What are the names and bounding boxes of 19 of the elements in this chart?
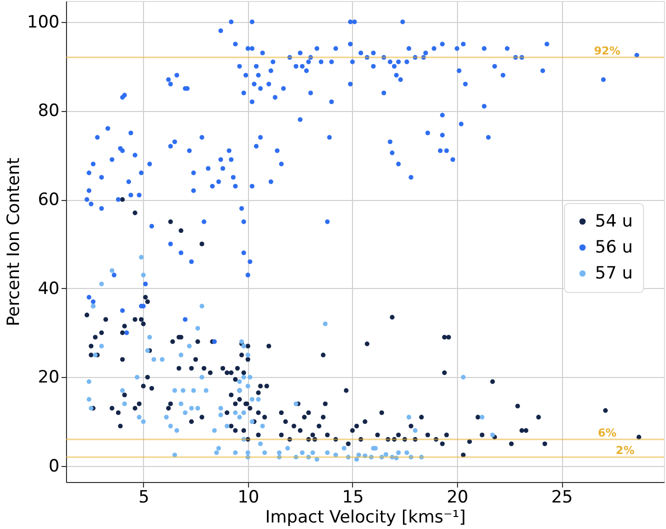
y-axis-title: Percent Ion Content xyxy=(4,157,24,326)
x-tick-label: 20 xyxy=(446,488,468,508)
x-tick-label: 10 xyxy=(238,488,260,508)
x-axis-title: Impact Velocity [kms⁻¹] xyxy=(265,508,466,528)
y-tick-label: 20 xyxy=(38,368,60,388)
legend-label: 57 u xyxy=(595,264,633,284)
legend-label: 56 u xyxy=(595,238,633,258)
y-tick-label: 40 xyxy=(38,278,60,299)
y-tick-label: 80 xyxy=(38,101,60,122)
ref-line-label: 6% xyxy=(598,426,617,440)
ref-line-label: 2% xyxy=(616,444,634,458)
legend-label: 54 u xyxy=(595,212,633,232)
x-tick-label: 5 xyxy=(138,488,150,508)
x-tick-label: 25 xyxy=(551,488,573,508)
ref-line-label: 92% xyxy=(594,44,620,58)
x-tick-label: 15 xyxy=(342,488,364,508)
y-tick-label: 60 xyxy=(38,190,60,210)
y-tick-label: 0 xyxy=(48,456,60,477)
y-tick-label: 100 xyxy=(27,12,60,32)
